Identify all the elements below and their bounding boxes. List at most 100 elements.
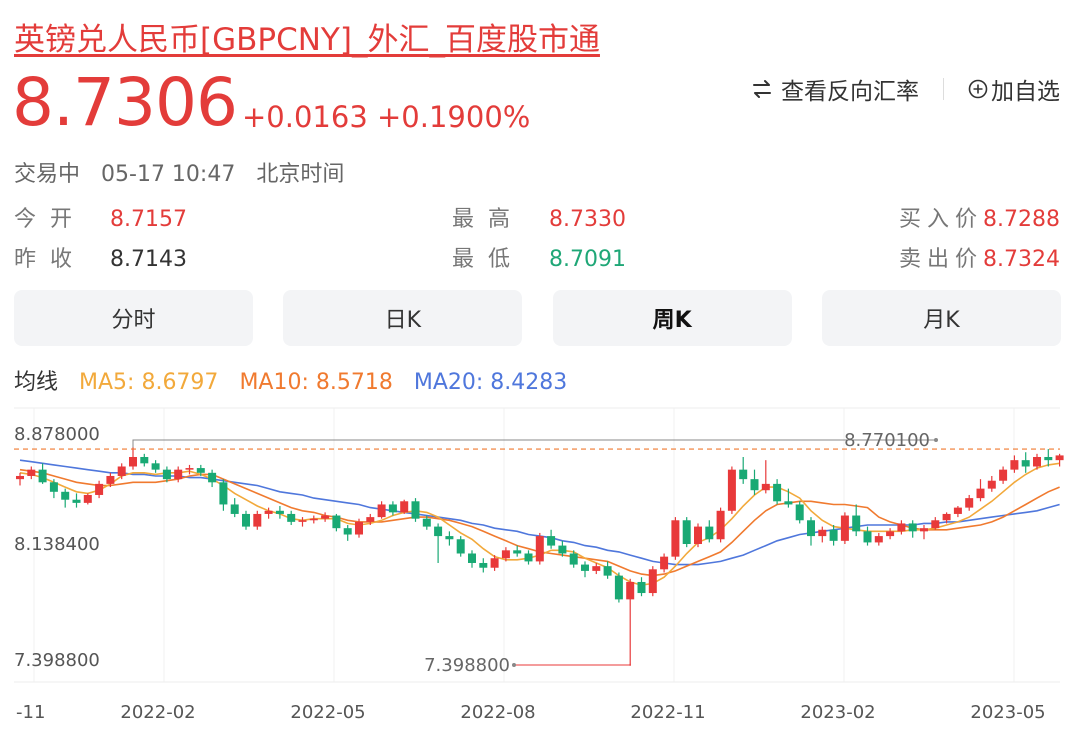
candle-up xyxy=(727,466,736,514)
candle-body xyxy=(784,501,793,505)
candle-up xyxy=(264,507,273,519)
candle-up xyxy=(592,562,601,575)
candle-body xyxy=(1010,460,1019,470)
candle-up xyxy=(174,466,183,483)
max-annotation-dot xyxy=(934,438,938,442)
candle-down xyxy=(547,529,556,549)
x-tick-label: 2023-05 xyxy=(970,702,1045,723)
candle-body xyxy=(400,501,409,513)
candle-down xyxy=(637,577,646,597)
stat-bid-label: 买入价 xyxy=(899,207,984,232)
candle-down xyxy=(558,540,567,557)
candle-body xyxy=(942,513,951,521)
candle-body xyxy=(987,480,996,489)
add-watchlist-button[interactable]: 加自选 xyxy=(968,72,1060,106)
stat-low-label: 最低 xyxy=(452,247,525,272)
candle-down xyxy=(581,561,589,578)
stats-right: 买入价8.7288 卖出价8.7324 xyxy=(899,200,1060,280)
candle-body xyxy=(626,581,635,600)
x-tick-label: 2022-02 xyxy=(120,702,195,723)
tab-weekly-k[interactable]: 周K xyxy=(552,290,792,346)
candle-body xyxy=(422,518,431,527)
add-watchlist-label: 加自选 xyxy=(991,79,1060,105)
status-timezone: 北京时间 xyxy=(256,162,345,187)
candle-body xyxy=(953,507,962,514)
candle-body xyxy=(592,566,601,571)
kline-chart[interactable]: 8.770100 7.398800 8.878000 8.138400 7.39880… xyxy=(0,400,1080,737)
candle-up xyxy=(377,501,386,519)
candle-body xyxy=(1044,456,1053,461)
candle-up xyxy=(818,526,827,543)
candle-body xyxy=(886,531,895,537)
candle-body xyxy=(196,468,205,473)
min-annotation-label: 7.398800 xyxy=(424,655,510,676)
candle-up xyxy=(490,555,499,571)
candle-body xyxy=(581,564,589,571)
stat-open-label: 今开 xyxy=(14,207,87,232)
tab-daily-k[interactable]: 日K xyxy=(283,290,523,346)
candle-down xyxy=(863,526,872,546)
y-tick-label: 7.398800 xyxy=(14,650,100,671)
tab-monthly-k[interactable]: 月K xyxy=(821,290,1061,346)
candle-down xyxy=(468,550,476,568)
candle-body xyxy=(558,545,567,554)
candle-up xyxy=(1033,453,1041,470)
candle-body xyxy=(705,526,714,540)
candle-body xyxy=(931,520,940,529)
candle-up xyxy=(83,493,92,505)
candle-down xyxy=(38,463,47,484)
candle-body xyxy=(468,553,476,563)
candle-body xyxy=(388,504,397,513)
stats-left: 今开 8.7157 昨收 8.7143 xyxy=(14,200,187,280)
candle-body xyxy=(671,520,680,557)
ma-legend: 均线 MA5: 8.6797 MA10: 8.5718 MA20: 8.4283 xyxy=(14,364,581,396)
candle-up xyxy=(1055,453,1064,467)
candle-body xyxy=(1055,455,1064,461)
candle-down xyxy=(445,531,454,546)
candle-up xyxy=(298,517,307,527)
candle-up xyxy=(185,464,194,475)
stats-middle: 最高 8.7330 最低 8.7091 xyxy=(452,200,626,280)
candle-body xyxy=(208,472,217,483)
candle-down xyxy=(784,488,793,508)
candle-down xyxy=(852,504,861,537)
ma20-value: MA20: 8.4283 xyxy=(413,370,568,395)
candle-down xyxy=(739,456,748,484)
candle-down xyxy=(479,558,488,573)
plus-circle-icon xyxy=(968,79,988,99)
candle-body xyxy=(355,521,363,535)
candle-down xyxy=(196,464,205,476)
candle-body xyxy=(95,483,104,495)
tab-intraday[interactable]: 分时 xyxy=(14,290,253,346)
candle-body xyxy=(874,536,883,543)
candle-body xyxy=(61,491,70,500)
candle-body xyxy=(83,494,92,503)
candle-body xyxy=(445,536,454,540)
candle-body xyxy=(694,526,702,545)
candle-body xyxy=(1033,456,1041,467)
candle-body xyxy=(716,510,725,540)
candle-body xyxy=(275,510,284,514)
page-title[interactable]: 英镑兑人民币[GBPCNY]_外汇_百度股市通 xyxy=(14,22,600,58)
candle-down xyxy=(603,561,612,579)
candle-up xyxy=(976,479,985,502)
candle-body xyxy=(411,501,420,519)
candle-body xyxy=(965,498,974,508)
candle-down xyxy=(332,513,341,532)
candle-body xyxy=(140,456,149,464)
candle-body xyxy=(840,515,849,541)
stat-high: 最高 8.7330 xyxy=(452,200,626,240)
stat-open-value: 8.7157 xyxy=(110,207,187,232)
candle-body xyxy=(908,523,917,532)
candle-body xyxy=(750,479,759,491)
candle-body xyxy=(897,523,906,532)
candle-up xyxy=(1010,455,1019,473)
candle-body xyxy=(761,483,770,491)
candle-up xyxy=(953,506,962,518)
candle-down xyxy=(682,517,691,548)
candle-down xyxy=(151,460,160,473)
candle-up xyxy=(366,513,375,526)
candle-body xyxy=(253,513,262,527)
reverse-rate-button[interactable]: 查看反向汇率 xyxy=(751,72,919,106)
candle-body xyxy=(242,513,250,527)
